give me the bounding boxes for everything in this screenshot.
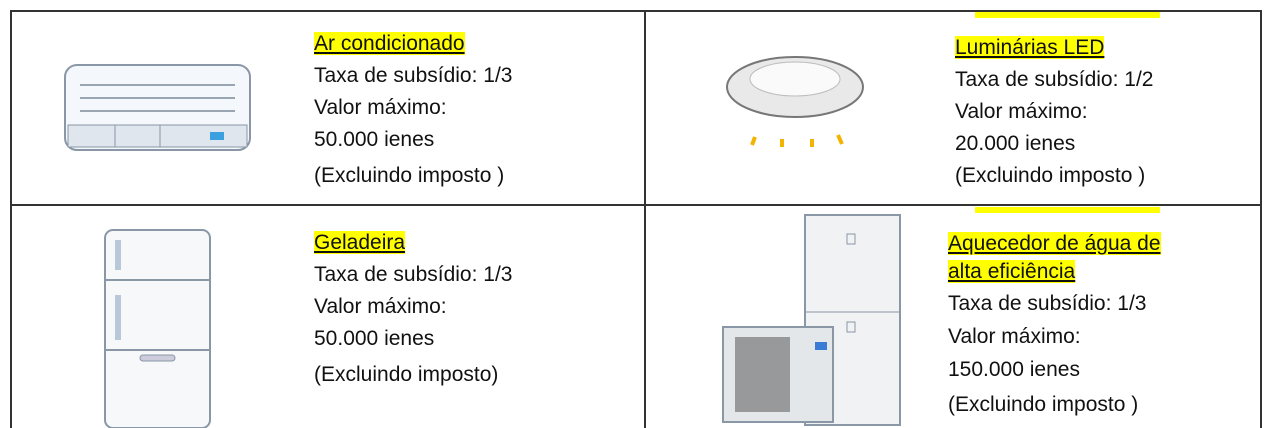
cell-clip: Luminárias LED Taxa de subsídio: 1/2 Val… <box>955 32 1255 194</box>
cell: Geladeira Taxa de subsídio: 1/3 Valor má… <box>314 227 512 387</box>
subsidy-rate: Taxa de subsídio: 1/3 <box>314 64 513 87</box>
item-title: Geladeira <box>314 231 406 254</box>
led-light-icon <box>726 56 864 147</box>
air-conditioner-icon <box>64 64 251 151</box>
water-heater-icon <box>722 214 901 426</box>
border <box>10 204 1262 206</box>
border <box>1260 10 1262 428</box>
item-title: Ar condicionado <box>314 32 465 55</box>
max-amount: 20.000 ienes <box>955 132 1076 155</box>
highlight-fragment <box>975 12 1160 18</box>
item-title: Luminárias LED <box>955 36 1105 59</box>
max-label: Valor máximo: <box>955 100 1088 123</box>
max-label: Valor máximo: <box>948 325 1081 348</box>
highlight-fragment <box>975 207 1160 213</box>
tax-note: (Excluindo imposto ) <box>948 393 1139 416</box>
max-amount: 50.000 ienes <box>314 327 435 350</box>
item-title: alta eficiência <box>948 260 1076 283</box>
subsidy-rate: Taxa de subsídio: 1/2 <box>955 68 1154 91</box>
cell: Ar condicionado Taxa de subsídio: 1/3 Va… <box>314 28 512 188</box>
tax-note: (Excluindo imposto ) <box>314 164 505 187</box>
border <box>10 10 12 428</box>
tax-note: (Excluindo imposto) <box>314 363 499 386</box>
cell: Luminárias LED Taxa de subsídio: 1/2 Val… <box>955 32 1153 192</box>
cell: Aquecedor de água de alta eficiência Tax… <box>948 227 1161 425</box>
max-label: Valor máximo: <box>314 295 447 318</box>
max-amount: 50.000 ienes <box>314 128 435 151</box>
refrigerator-icon <box>104 229 211 428</box>
subsidy-rate: Taxa de subsídio: 1/3 <box>948 292 1147 315</box>
border <box>10 10 1262 12</box>
max-amount: 150.000 ienes <box>948 358 1080 381</box>
subsidy-rate: Taxa de subsídio: 1/3 <box>314 263 513 286</box>
tax-note: (Excluindo imposto ) <box>955 164 1146 187</box>
max-label: Valor máximo: <box>314 96 447 119</box>
item-title: Aquecedor de água de <box>948 232 1161 255</box>
border <box>644 10 646 428</box>
